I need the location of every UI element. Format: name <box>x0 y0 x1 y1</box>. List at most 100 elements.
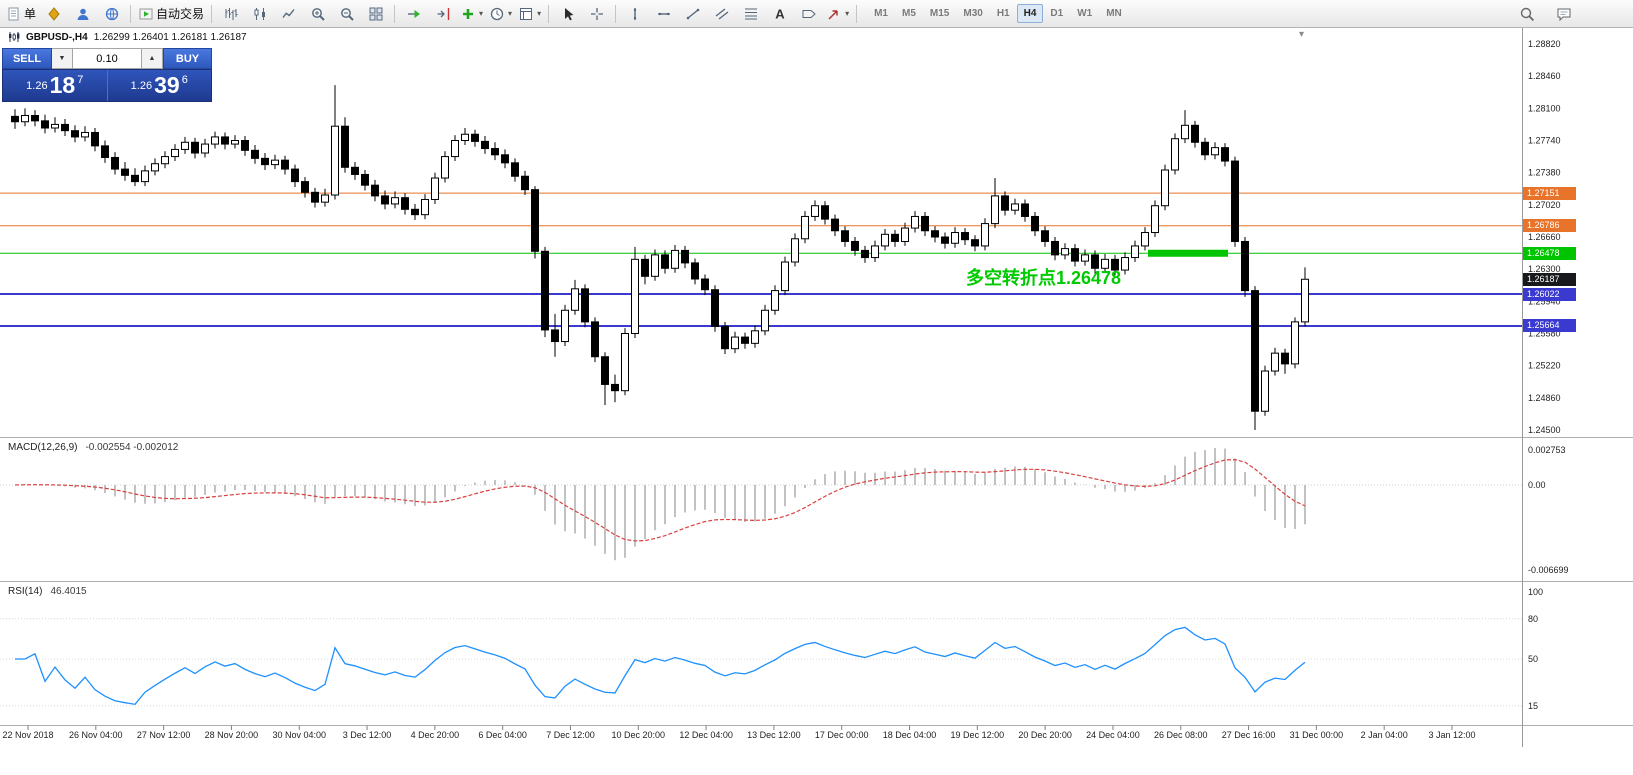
line-chart-button[interactable] <box>274 2 303 26</box>
zoom-in-button[interactable] <box>303 2 332 26</box>
svg-text:1.26660: 1.26660 <box>1528 232 1561 242</box>
cursor-icon <box>564 7 573 20</box>
templates-button[interactable]: ▾ <box>515 2 544 26</box>
fibonacci-button[interactable] <box>736 2 765 26</box>
timeframe-m1-button[interactable]: M1 <box>874 8 888 19</box>
time-axis-label: 2 Jan 04:00 <box>1360 730 1408 740</box>
textA-icon: A <box>775 6 785 21</box>
time-axis-label: 6 Dec 04:00 <box>478 730 527 740</box>
cursor-button[interactable] <box>553 2 582 26</box>
channel-button[interactable] <box>707 2 736 26</box>
time-axis-label: 30 Nov 04:00 <box>272 730 326 740</box>
new-order-button[interactable]: 单 <box>3 2 39 26</box>
time-axis-label: 28 Nov 20:00 <box>204 730 259 740</box>
timeframe-h4-button[interactable]: H4 <box>1016 4 1044 23</box>
search-button[interactable] <box>1512 2 1541 26</box>
timeframe-w1-button[interactable]: W1 <box>1077 8 1093 19</box>
svg-text:1.28100: 1.28100 <box>1528 103 1561 113</box>
market-watch-button[interactable] <box>39 2 68 26</box>
volume-decrease-button[interactable]: ▼ <box>52 48 73 69</box>
zoom-out-button[interactable] <box>332 2 361 26</box>
chartshift-icon <box>437 7 449 20</box>
label-button[interactable] <box>794 2 823 26</box>
autotrading-button[interactable]: 自动交易 <box>135 2 207 26</box>
svg-text:1.26300: 1.26300 <box>1528 264 1561 274</box>
crosshair-button[interactable] <box>582 2 611 26</box>
timeframe-group: M1 M5 M15 M30 H1 H4 D1 W1 MN <box>867 4 1129 23</box>
timeframe-h1-button[interactable]: H1 <box>996 8 1010 19</box>
chart-icon <box>9 32 20 42</box>
globe-icon <box>105 7 118 20</box>
auto-scroll-button[interactable] <box>399 2 428 26</box>
timeframe-m15-button[interactable]: M15 <box>929 8 950 19</box>
doc-icon <box>8 7 19 20</box>
toolbar-separator <box>856 4 858 23</box>
price-axis[interactable]: 1.28820 1.28460 1.28100 1.27740 1.27380 1.270… <box>1528 39 1561 435</box>
scroll-to-end-marker-icon[interactable]: ▾ <box>1299 29 1305 40</box>
volume-input[interactable] <box>73 48 142 69</box>
navigator-button[interactable] <box>68 2 97 26</box>
sell-quote[interactable]: 1.26 18 7 <box>3 70 107 101</box>
time-axis-label: 3 Dec 12:00 <box>342 730 392 740</box>
trendline-button[interactable] <box>678 2 707 26</box>
buy-price-sup: 6 <box>181 73 188 86</box>
buy-quote[interactable]: 1.26 39 6 <box>108 70 212 101</box>
time-axis-label: 18 Dec 04:00 <box>882 730 937 740</box>
buy-button[interactable]: BUY <box>163 48 212 69</box>
svg-text:1.27020: 1.27020 <box>1528 200 1561 210</box>
new-order-button-label: 单 <box>24 7 37 21</box>
bar-chart-button[interactable] <box>216 2 245 26</box>
svg-text:1.28460: 1.28460 <box>1528 71 1561 81</box>
svg-text:0.002753: 0.002753 <box>1528 445 1566 455</box>
svg-text:-0.006699: -0.006699 <box>1528 565 1569 575</box>
svg-text:1.25580: 1.25580 <box>1528 329 1561 339</box>
text-button[interactable]: A <box>765 2 794 26</box>
svg-text:1.27380: 1.27380 <box>1528 168 1561 178</box>
time-axis-label: 13 Dec 12:00 <box>747 730 801 740</box>
chart-shift-button[interactable] <box>428 2 457 26</box>
one-click-controls: SELL ▼ ▲ BUY <box>2 48 212 69</box>
time-axis-label: 7 Dec 12:00 <box>546 730 595 740</box>
indicators-button[interactable]: ▾ <box>457 2 486 26</box>
chat-button[interactable] <box>1549 2 1578 26</box>
svg-text:1.25220: 1.25220 <box>1528 361 1561 371</box>
timeframe-m30-button[interactable]: M30 <box>963 8 983 19</box>
horizontal-line-button[interactable] <box>649 2 678 26</box>
bid-price-badge: 1.26187 <box>1523 272 1576 286</box>
toolbar-separator <box>130 4 132 23</box>
timeframe-m5-button[interactable]: M5 <box>902 8 916 19</box>
autotrading-button-label: 自动交易 <box>156 7 205 21</box>
chart-title: GBPUSD-,H4 1.26299 1.26401 1.26181 1.261… <box>8 31 247 43</box>
sell-price-big: 18 <box>49 72 76 98</box>
diamond-icon <box>47 6 60 21</box>
candlestick-chart-button[interactable] <box>245 2 274 26</box>
svg-text:15: 15 <box>1528 701 1538 711</box>
time-axis-label: 27 Nov 12:00 <box>136 730 191 740</box>
arrows-button[interactable]: ▾ <box>823 2 852 26</box>
time-axis-label: 4 Dec 20:00 <box>410 730 460 740</box>
time-axis-label: 20 Dec 20:00 <box>1018 730 1072 740</box>
plusgreen-icon <box>463 8 474 19</box>
tile-windows-button[interactable] <box>361 2 390 26</box>
chevron-down-icon: ▾ <box>537 9 542 18</box>
volume-increase-button[interactable]: ▲ <box>142 48 163 69</box>
timeframe-mn-button[interactable]: MN <box>1106 8 1122 19</box>
vertical-line-button[interactable] <box>620 2 649 26</box>
toolbar-right-group <box>1512 2 1578 26</box>
quote-divider <box>106 70 108 101</box>
timeframe-d1-button[interactable]: D1 <box>1050 8 1064 19</box>
terminal-button[interactable] <box>97 2 126 26</box>
macd-signal-line <box>14 459 1306 542</box>
chat-icon <box>1557 8 1570 21</box>
toolbar-separator <box>548 4 550 23</box>
sell-button[interactable]: SELL <box>2 48 52 69</box>
time-axis-label: 27 Dec 16:00 <box>1221 730 1276 740</box>
rsi-panel: 100 80 50 15 <box>0 587 1543 711</box>
svg-text:100: 100 <box>1528 587 1543 597</box>
svg-text:1.24860: 1.24860 <box>1528 393 1561 403</box>
periods-button[interactable]: ▾ <box>486 2 515 26</box>
time-axis-label: 22 Nov 2018 <box>2 730 54 740</box>
svg-text:1.27740: 1.27740 <box>1528 136 1561 146</box>
